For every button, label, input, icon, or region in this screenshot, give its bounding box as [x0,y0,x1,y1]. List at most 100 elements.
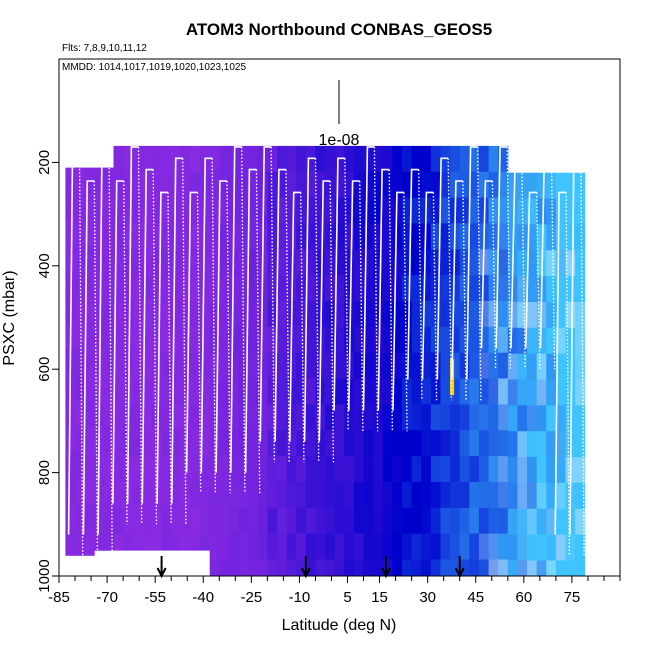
heatmap-cell [305,533,316,560]
heatmap-cell [402,171,413,198]
heatmap-cell [65,426,76,453]
heatmap-cell [344,249,355,276]
heatmap-cell [248,404,259,431]
x-tick-label: 60 [515,589,532,606]
heatmap-cell [257,301,268,328]
heatmap-cell [527,353,538,381]
heatmap-cell [546,379,557,406]
heatmap-cell [113,301,124,328]
heatmap-cell [488,301,499,328]
heatmap-cell [200,301,211,328]
heatmap-cell [238,430,249,457]
heatmap-cell [190,326,201,354]
heatmap-cell [411,301,422,328]
heatmap-cell [161,352,172,379]
heatmap-cell [65,529,76,556]
dates-note: MMDD: 1014,1017,1019,1020,1023,1025 [62,62,246,73]
heatmap-cell [382,249,393,276]
heatmap-cell [267,223,278,250]
heatmap-cell [363,404,374,431]
heatmap-cell [536,198,547,225]
heatmap-cell [103,348,114,375]
heatmap-cell [305,223,316,250]
heatmap-cell [382,507,393,535]
heatmap-cell [277,223,288,250]
heatmap-cell [123,301,134,328]
heatmap-cell [113,404,124,431]
heatmap-cell [286,378,297,405]
heatmap-cell [488,378,499,405]
heatmap-cell [248,275,259,302]
heatmap-cell [392,352,403,379]
heatmap-cell [459,378,470,405]
heatmap-cell [190,249,201,276]
x-tick-label: -10 [289,589,311,606]
heatmap-cell [219,559,230,577]
flight-path-descent [462,180,467,401]
heatmap-cell [430,430,441,457]
heatmap-cell [334,430,345,457]
heatmap-cell [517,379,528,406]
heatmap-cell [421,507,432,535]
heatmap-cell [238,481,249,509]
heatmap-cell [498,481,509,509]
heatmap-cell [411,275,422,302]
heatmap-cell [478,171,489,198]
heatmap-cell [440,275,451,302]
heatmap-cell [373,559,384,577]
heatmap-cell [296,378,307,405]
heatmap-cell [353,275,364,302]
heatmap-cell [277,326,288,354]
heatmap-cell [402,378,413,405]
heatmap-cell [392,223,403,250]
heatmap-cell [334,171,345,198]
heatmap-cell [305,197,316,224]
heatmap-cell [498,145,509,173]
heatmap-cell [488,352,499,379]
heatmap-cell [546,302,557,329]
heatmap-cell [536,405,547,432]
heatmap-cell [546,534,557,561]
heatmap-cell [450,301,461,328]
chart-title: ATOM3 Northbound CONBAS_GEOS5 [186,20,492,39]
heatmap-cell [411,559,422,577]
heatmap-cell [248,223,259,250]
heatmap-cell [353,430,364,457]
heatmap-cell [248,378,259,405]
heatmap-cell [123,197,134,224]
heatmap-cell [190,352,201,379]
heatmap-cell [402,275,413,302]
heatmap-cell [103,245,114,272]
heatmap-cell [248,533,259,560]
y-axis: 200 400 600 800 1000 [36,150,59,593]
heatmap-cell [277,197,288,224]
heatmap-cell [411,197,422,224]
heatmap-cell [440,171,451,198]
heatmap-cell [123,533,134,551]
heatmap-cell [219,171,230,198]
heatmap-cell [209,301,220,328]
heatmap-cell [507,482,518,510]
heatmap-cell [536,482,547,510]
heatmap-cell [488,197,499,224]
heatmap-cell [296,404,307,431]
heatmap-cell [469,326,480,354]
heatmap-cell [228,275,239,302]
heatmap-cell [113,352,124,379]
x-tick-label: 15 [371,589,388,606]
heatmap-cell [94,245,105,272]
heatmap-cell [103,477,114,505]
heatmap-cell [478,404,489,431]
heatmap-cell [392,378,403,405]
heatmap-cell [171,249,182,276]
heatmap-cell [478,145,489,173]
heatmap-cell [84,245,95,272]
heatmap-cell [219,481,230,509]
heatmap-cell [440,249,451,276]
heatmap-cell [363,456,374,483]
heatmap-cell [180,378,191,405]
heatmap-cell [469,378,480,405]
heatmap-cell [459,145,470,173]
heatmap-cell [248,352,259,379]
heatmap-cell [325,430,336,457]
